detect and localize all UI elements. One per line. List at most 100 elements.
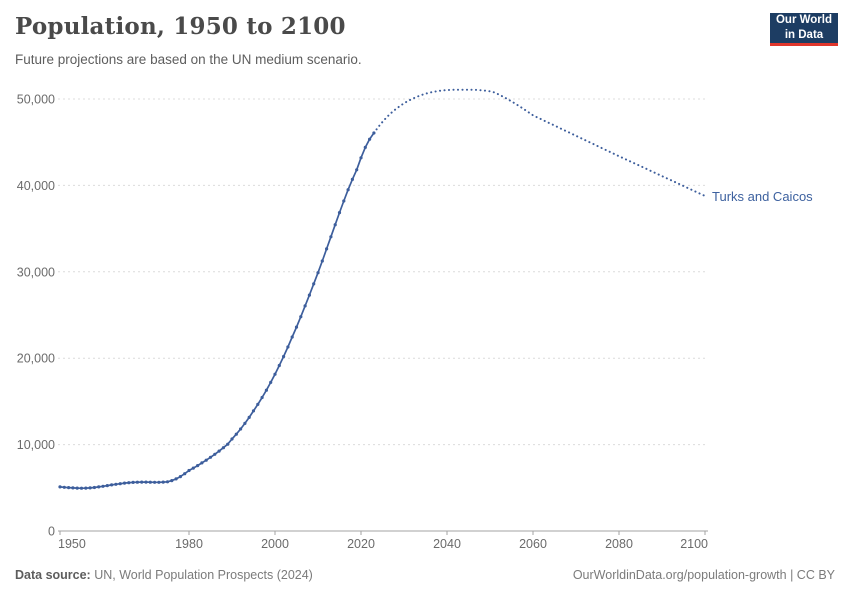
data-point-marker bbox=[88, 486, 92, 490]
y-tick-label: 0 bbox=[48, 525, 55, 539]
data-point-marker bbox=[165, 480, 170, 484]
data-point-marker bbox=[105, 484, 109, 488]
x-tick-label: 2020 bbox=[347, 537, 375, 551]
data-point-marker bbox=[127, 481, 131, 485]
data-point-marker bbox=[187, 468, 191, 473]
data-point-marker bbox=[346, 188, 350, 192]
data-point-marker bbox=[140, 480, 144, 484]
data-point-marker bbox=[350, 177, 354, 181]
data-point-marker bbox=[312, 282, 316, 286]
data-point-marker bbox=[226, 442, 230, 446]
data-point-marker bbox=[97, 485, 101, 489]
data-point-marker bbox=[131, 480, 135, 484]
data-point-marker bbox=[204, 458, 208, 462]
page-title: Population, 1950 to 2100 bbox=[15, 13, 346, 40]
x-tick-label: 2040 bbox=[433, 537, 461, 551]
data-point-marker bbox=[144, 480, 148, 484]
data-point-marker bbox=[359, 156, 363, 160]
data-point-marker bbox=[264, 388, 268, 392]
x-tick-label: 2080 bbox=[605, 537, 633, 551]
x-tick-label: 2060 bbox=[519, 537, 547, 551]
data-point-marker bbox=[325, 247, 329, 251]
data-point-marker bbox=[157, 480, 161, 484]
data-point-marker bbox=[251, 409, 256, 413]
data-point-marker bbox=[316, 271, 320, 275]
data-point-marker bbox=[148, 480, 152, 484]
data-point-marker bbox=[101, 484, 105, 488]
data-point-marker bbox=[213, 452, 217, 456]
series-historical-line[interactable] bbox=[59, 132, 375, 490]
data-point-marker bbox=[290, 335, 294, 339]
data-point-marker bbox=[342, 199, 346, 203]
data-point-marker bbox=[217, 449, 221, 453]
data-point-marker bbox=[161, 480, 165, 484]
data-point-marker bbox=[286, 345, 290, 349]
y-tick-label: 50,000 bbox=[17, 93, 55, 107]
data-point-marker bbox=[114, 482, 118, 486]
series-label-turks-and-caicos[interactable]: Turks and Caicos bbox=[712, 189, 813, 204]
data-point-marker bbox=[79, 486, 84, 490]
x-tick-label: 1980 bbox=[175, 537, 203, 551]
data-point-marker bbox=[183, 472, 187, 476]
data-point-marker bbox=[92, 485, 96, 490]
data-point-marker bbox=[170, 479, 174, 483]
data-point-marker bbox=[196, 464, 200, 468]
data-point-marker bbox=[135, 480, 139, 484]
data-point-marker bbox=[67, 486, 71, 490]
data-point-marker bbox=[221, 446, 225, 450]
data-point-marker bbox=[294, 325, 299, 329]
data-point-marker bbox=[191, 466, 195, 470]
data-point-marker bbox=[363, 145, 367, 149]
footer-link[interactable]: OurWorldinData.org/population-growth | C… bbox=[572, 568, 835, 582]
data-point-marker bbox=[320, 259, 324, 263]
data-point-marker bbox=[307, 293, 311, 297]
data-point-marker bbox=[299, 315, 303, 319]
data-point-marker bbox=[247, 415, 251, 419]
data-point-marker bbox=[282, 354, 286, 359]
x-tick-label: 2000 bbox=[261, 537, 289, 551]
owid-logo[interactable]: Our World in Data bbox=[770, 13, 838, 46]
data-point-marker bbox=[243, 421, 247, 425]
data-point-marker bbox=[58, 485, 62, 489]
data-point-marker bbox=[277, 363, 281, 368]
owid-logo-line2: in Data bbox=[784, 29, 824, 41]
data-point-marker bbox=[110, 483, 114, 487]
x-tick-label: 1950 bbox=[58, 537, 86, 551]
data-source-text: UN, World Population Prospects (2024) bbox=[94, 568, 313, 582]
x-tick-label: 2100 bbox=[680, 537, 708, 551]
data-point-marker bbox=[333, 223, 337, 227]
data-point-marker bbox=[122, 481, 127, 485]
y-tick-label: 40,000 bbox=[17, 179, 55, 193]
data-source: Data source: UN, World Population Prospe… bbox=[15, 568, 313, 582]
data-point-marker bbox=[153, 480, 157, 484]
data-point-marker bbox=[75, 486, 79, 490]
chart-subtitle: Future projections are based on the UN m… bbox=[15, 52, 362, 67]
data-point-marker bbox=[239, 427, 243, 431]
data-point-marker bbox=[208, 455, 213, 459]
data-point-marker bbox=[230, 437, 234, 441]
y-tick-label: 20,000 bbox=[17, 352, 55, 366]
data-source-label: Data source: bbox=[15, 568, 91, 582]
y-tick-label: 10,000 bbox=[17, 438, 55, 452]
data-point-marker bbox=[355, 168, 359, 172]
data-point-marker bbox=[368, 137, 372, 141]
footer: Data source: UN, World Population Prospe… bbox=[15, 568, 835, 582]
series-projection-line[interactable] bbox=[372, 88, 706, 197]
data-point-marker bbox=[234, 432, 238, 436]
data-point-marker bbox=[71, 486, 75, 490]
data-point-marker bbox=[269, 380, 273, 384]
data-point-marker bbox=[178, 475, 182, 479]
data-point-marker bbox=[200, 461, 204, 465]
data-point-marker bbox=[337, 211, 342, 215]
data-point-marker bbox=[174, 477, 178, 481]
data-point-marker bbox=[303, 304, 307, 308]
y-tick-label: 30,000 bbox=[17, 265, 55, 279]
data-point-marker bbox=[329, 235, 333, 239]
data-point-marker bbox=[256, 402, 260, 406]
owid-logo-line1: Our World bbox=[775, 14, 832, 27]
data-point-marker bbox=[273, 372, 277, 376]
data-point-marker bbox=[118, 482, 122, 486]
data-point-marker bbox=[62, 485, 66, 489]
